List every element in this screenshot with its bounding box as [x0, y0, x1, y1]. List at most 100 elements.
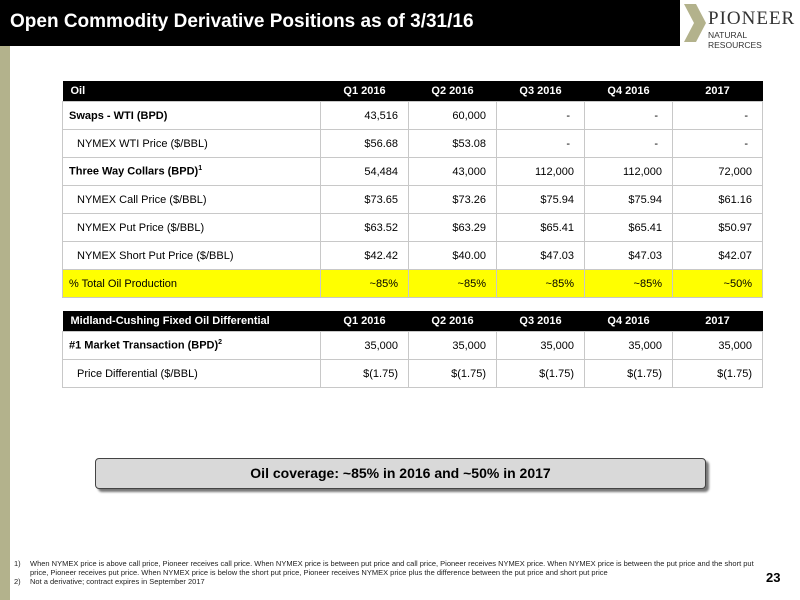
table-cell: $61.16 [672, 185, 763, 214]
table-cell: 35,000 [584, 331, 673, 360]
footnote-ref: 1 [198, 165, 203, 173]
table-cell: 35,000 [496, 331, 585, 360]
header-row: Midland-Cushing Fixed Oil Differential Q1… [62, 311, 763, 332]
callout: Oil coverage: ~85% in 2016 and ~50% in 2… [95, 458, 706, 489]
table-row: NYMEX WTI Price ($/BBL) $56.68 $53.08- - - [62, 129, 763, 158]
table-cell: $75.94 [496, 185, 585, 214]
row-label-cell: Swaps - WTI (BPD) [62, 101, 321, 130]
table-cell: ~85% [320, 269, 409, 298]
table-cell: $75.94 [584, 185, 673, 214]
row-label-cell: Three Way Collars (BPD)1 [62, 157, 321, 186]
table-cell: 43,516 [320, 101, 409, 130]
page-number: 23 [766, 570, 781, 585]
column-header: Q1 2016 [320, 81, 409, 102]
row-label: NYMEX Put Price ($/BBL) [77, 221, 205, 234]
footnotes: 1) When NYMEX price is above call price, … [14, 559, 754, 586]
table-cell: ~85% [584, 269, 673, 298]
slide-title: Open Commodity Derivative Positions as o… [10, 11, 474, 32]
table-cell: ~85% [496, 269, 585, 298]
table-cell: $47.03 [584, 241, 673, 270]
table-cell: 54,484 [320, 157, 409, 186]
column-header: Q2 2016 [408, 81, 497, 102]
row-label-cell: #1 Market Transaction (BPD)2 [62, 331, 321, 360]
table-cell: - [496, 129, 585, 158]
table-cell: $47.03 [496, 241, 585, 270]
table-cell: $(1.75) [672, 359, 763, 388]
table-cell: $53.08 [408, 129, 497, 158]
table-cell: 35,000 [320, 331, 409, 360]
footnote: 2) Not a derivative; contract expires in … [14, 577, 754, 586]
table-cell: $56.68 [320, 129, 409, 158]
table-cell: $65.41 [584, 213, 673, 242]
column-header: Q3 2016 [496, 311, 585, 332]
table-cell: $65.41 [496, 213, 585, 242]
table-cell: $(1.75) [320, 359, 409, 388]
table-cell: ~85% [408, 269, 497, 298]
table-cell: $63.29 [408, 213, 497, 242]
table-cell: $63.52 [320, 213, 409, 242]
table-cell: $42.07 [672, 241, 763, 270]
row-label: Swaps - WTI (BPD) [69, 109, 168, 122]
table-cell: $40.00 [408, 241, 497, 270]
column-header: Q4 2016 [584, 311, 673, 332]
column-header: 2017 [672, 81, 763, 102]
table-cell: $50.97 [672, 213, 763, 242]
table-row: NYMEX Short Put Price ($/BBL) $42.42 $40.0… [62, 241, 763, 270]
row-label: % Total Oil Production [69, 277, 178, 290]
row-label: Price Differential ($/BBL) [77, 367, 198, 380]
row-label-cell: NYMEX Call Price ($/BBL) [62, 185, 321, 214]
row-label-cell: % Total Oil Production [62, 269, 321, 298]
table-cell: - [584, 101, 673, 130]
oil-table: Oil Q1 2016 Q2 2016 Q3 2016 Q4 2016 2017 Swaps… [62, 81, 763, 298]
column-header: Q1 2016 [320, 311, 409, 332]
table-cell: $73.65 [320, 185, 409, 214]
footnote-marker: 2) [14, 577, 21, 586]
table-cell: 35,000 [408, 331, 497, 360]
table-cell: - [584, 129, 673, 158]
table-row: Swaps - WTI (BPD) 43,516 60,000- - - [62, 101, 763, 130]
row-label: Three Way Collars (BPD) [69, 165, 199, 178]
header-bar: Open Commodity Derivative Positions as o… [0, 0, 680, 46]
table-row: Price Differential ($/BBL) $(1.75) $(1.75)… [62, 359, 763, 388]
table-cell: ~50% [672, 269, 763, 298]
table-cell: $(1.75) [584, 359, 673, 388]
table-cell: 112,000 [584, 157, 673, 186]
differential-table: Midland-Cushing Fixed Oil Differential Q1… [62, 311, 763, 388]
table-cell: - [496, 101, 585, 130]
table-cell: 60,000 [408, 101, 497, 130]
table-cell: 112,000 [496, 157, 585, 186]
column-header: Q4 2016 [584, 81, 673, 102]
footnote-marker: 1) [14, 559, 21, 568]
table-cell: 43,000 [408, 157, 497, 186]
sidebar-stripe [0, 46, 10, 600]
table-cell: $(1.75) [496, 359, 585, 388]
footnote: 1) When NYMEX price is above call price, … [14, 559, 754, 577]
table-cell: 72,000 [672, 157, 763, 186]
row-label: NYMEX Short Put Price ($/BBL) [77, 249, 234, 262]
table-cell: 35,000 [672, 331, 763, 360]
row-label-cell: Price Differential ($/BBL) [62, 359, 321, 388]
table-cell: $42.42 [320, 241, 409, 270]
logo-tagline: NATURAL RESOURCES [708, 30, 762, 50]
table-row: NYMEX Call Price ($/BBL) $73.65 $73.26 $75.… [62, 185, 763, 214]
footnote-text: When NYMEX price is above call price, Pi… [30, 559, 754, 577]
table-row: Three Way Collars (BPD)1 54,484 43,000 112,… [62, 157, 763, 186]
row-label-cell: NYMEX Put Price ($/BBL) [62, 213, 321, 242]
row-label: #1 Market Transaction (BPD) [69, 339, 219, 352]
row-label-cell: NYMEX Short Put Price ($/BBL) [62, 241, 321, 270]
table-cell: - [672, 129, 763, 158]
footnote-text: Not a derivative; contract expires in Se… [30, 577, 205, 586]
table-cell: - [672, 101, 763, 130]
logo-name: PIONEER [708, 8, 796, 29]
column-header: 2017 [672, 311, 763, 332]
logo: PIONEER NATURAL RESOURCES [680, 0, 800, 50]
row-label: NYMEX WTI Price ($/BBL) [77, 137, 208, 150]
table-row: #1 Market Transaction (BPD)2 35,000 35,000… [62, 331, 763, 360]
footnote-ref: 2 [218, 339, 223, 347]
table-row: NYMEX Put Price ($/BBL) $63.52 $63.29 $65.4… [62, 213, 763, 242]
row-label-cell: NYMEX WTI Price ($/BBL) [62, 129, 321, 158]
column-header: Q2 2016 [408, 311, 497, 332]
table-cell: $73.26 [408, 185, 497, 214]
table-row: % Total Oil Production ~85% ~85% ~85% ~85% ~5… [62, 269, 763, 298]
